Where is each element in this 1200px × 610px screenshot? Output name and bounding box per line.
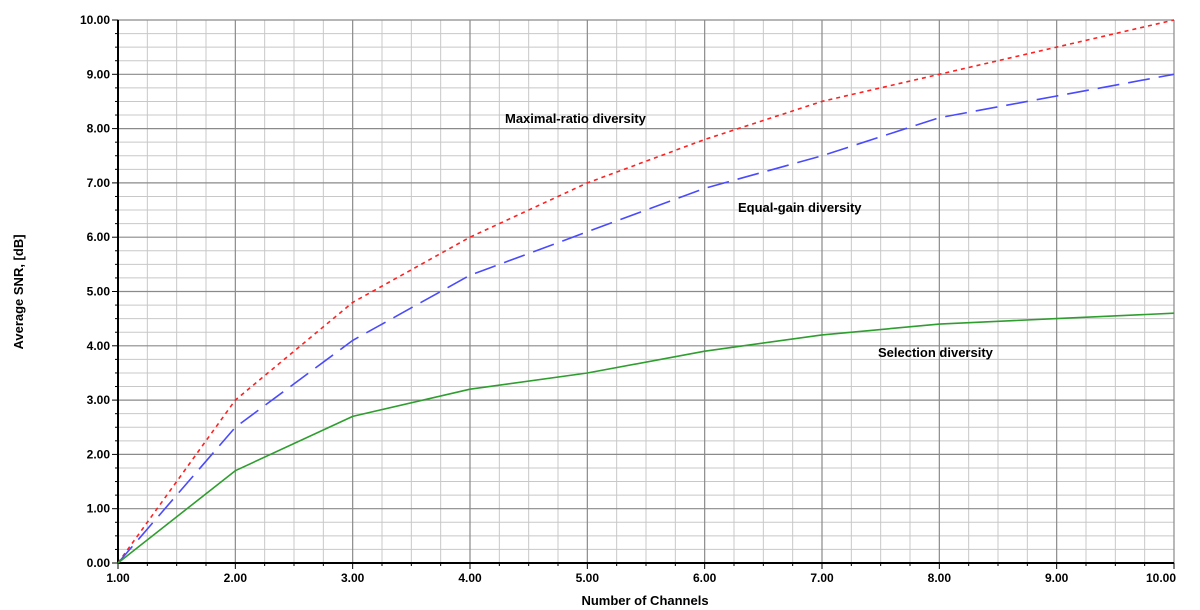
y-tick-label: 10.00 bbox=[80, 13, 110, 27]
x-tick-label: 3.00 bbox=[341, 571, 365, 585]
series-line-equal-gain bbox=[117, 73, 1175, 564]
series-label-maximal-ratio: Maximal-ratio diversity bbox=[505, 111, 647, 126]
y-tick-label: 5.00 bbox=[87, 285, 111, 299]
y-tick-label: 9.00 bbox=[87, 67, 111, 81]
axes bbox=[112, 19, 1175, 569]
x-tick-label: 9.00 bbox=[1045, 571, 1069, 585]
y-tick-label: 0.00 bbox=[87, 556, 111, 570]
series-labels: Maximal-ratio diversity Equal-gain diver… bbox=[505, 111, 994, 360]
y-tick-label: 7.00 bbox=[87, 176, 111, 190]
series-line-selection bbox=[117, 312, 1175, 564]
x-tick-label: 4.00 bbox=[458, 571, 482, 585]
y-tick-label: 3.00 bbox=[87, 393, 111, 407]
series-lines bbox=[117, 19, 1175, 564]
x-tick-label: 7.00 bbox=[810, 571, 834, 585]
y-tick-label: 8.00 bbox=[87, 122, 111, 136]
x-axis-title: Number of Channels bbox=[581, 593, 708, 608]
x-tick-labels: 1.00 2.00 3.00 4.00 5.00 6.00 7.00 8.00 9.00 10.0… bbox=[106, 571, 1176, 585]
y-tick-labels: 0.00 1.00 2.00 3.00 4.00 5.00 6.00 7.00 8.00 9.00… bbox=[80, 13, 110, 570]
series-label-selection: Selection diversity bbox=[878, 345, 994, 360]
y-tick-label: 4.00 bbox=[87, 339, 111, 353]
y-axis-title: Average SNR, [dB] bbox=[11, 234, 26, 349]
x-tick-label: 1.00 bbox=[106, 571, 130, 585]
y-tick-label: 2.00 bbox=[87, 447, 111, 461]
x-tick-label: 2.00 bbox=[224, 571, 248, 585]
series-label-equal-gain: Equal-gain diversity bbox=[738, 200, 862, 215]
y-tick-label: 6.00 bbox=[87, 230, 111, 244]
y-tick-label: 1.00 bbox=[87, 502, 111, 516]
x-tick-label: 8.00 bbox=[928, 571, 952, 585]
x-tick-label: 6.00 bbox=[693, 571, 717, 585]
x-tick-label: 10.00 bbox=[1146, 571, 1176, 585]
x-tick-label: 5.00 bbox=[576, 571, 600, 585]
